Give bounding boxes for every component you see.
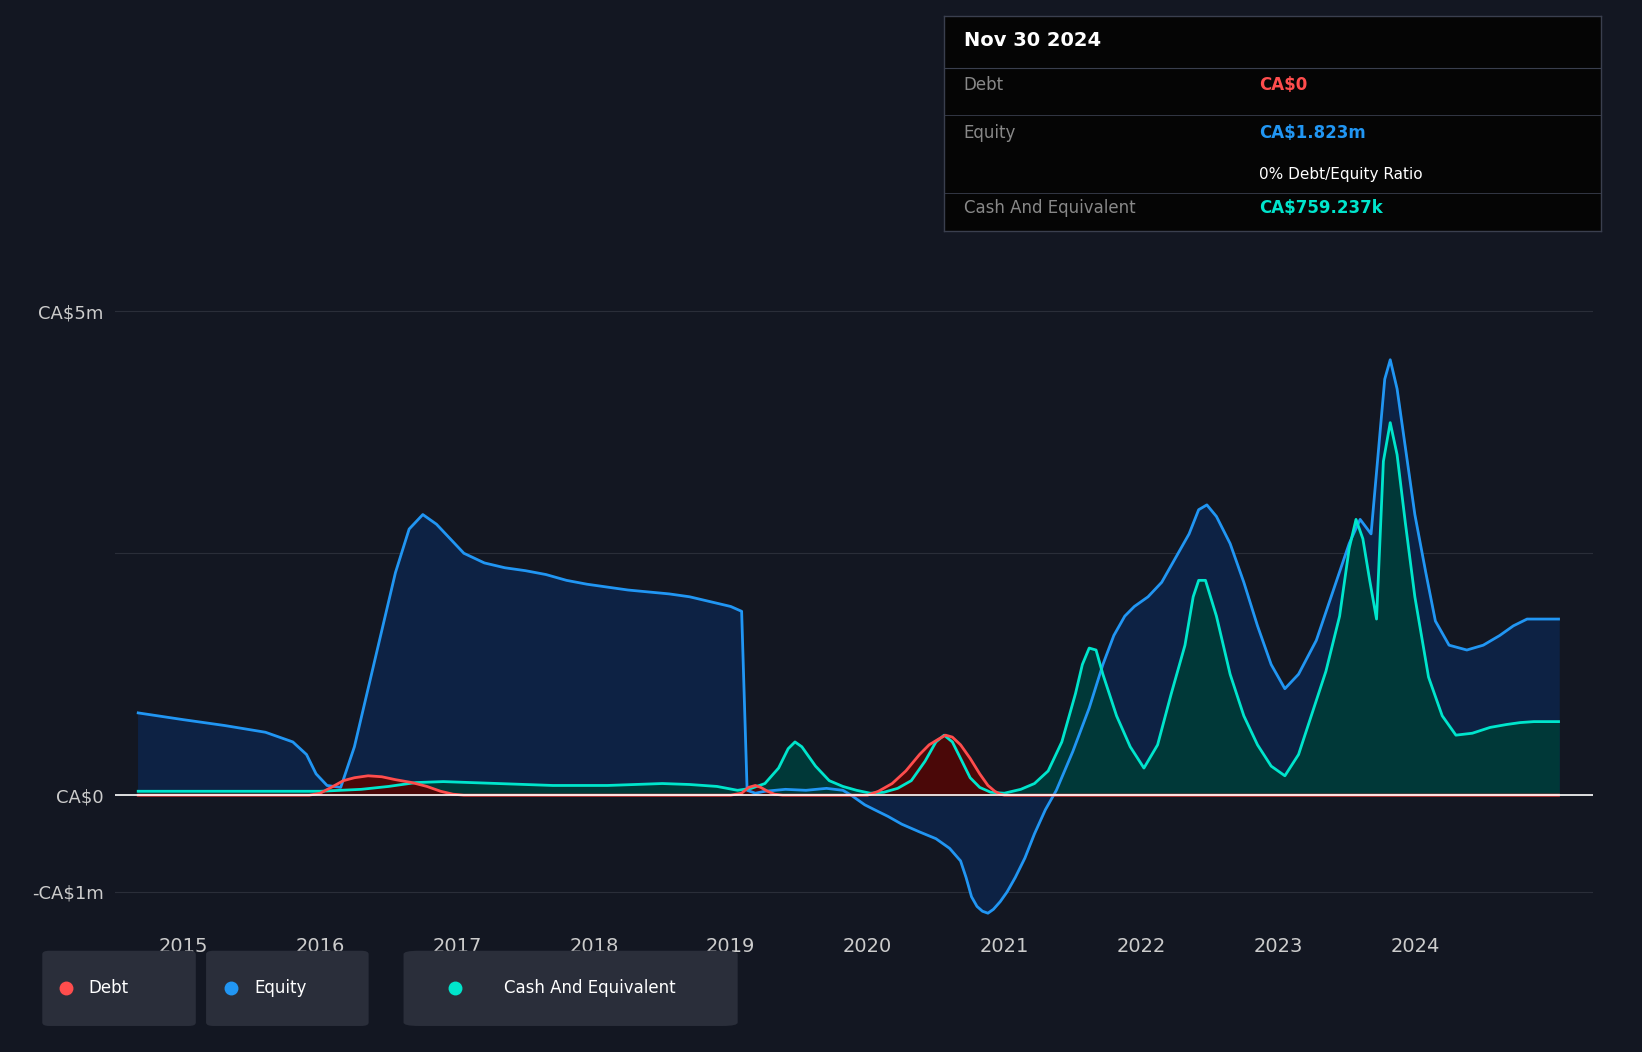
Text: CA$1.823m: CA$1.823m [1259, 123, 1366, 142]
Text: Equity: Equity [255, 979, 307, 997]
FancyBboxPatch shape [43, 951, 195, 1026]
Text: Cash And Equivalent: Cash And Equivalent [504, 979, 675, 997]
Text: 0% Debt/Equity Ratio: 0% Debt/Equity Ratio [1259, 166, 1424, 182]
Text: Cash And Equivalent: Cash And Equivalent [964, 199, 1136, 217]
Text: Debt: Debt [89, 979, 128, 997]
Text: CA$759.237k: CA$759.237k [1259, 199, 1383, 217]
FancyBboxPatch shape [404, 951, 737, 1026]
Text: CA$0: CA$0 [1259, 76, 1307, 95]
FancyBboxPatch shape [207, 951, 369, 1026]
Text: Equity: Equity [964, 123, 1016, 142]
Text: Debt: Debt [964, 76, 1003, 95]
Text: Nov 30 2024: Nov 30 2024 [964, 31, 1102, 49]
